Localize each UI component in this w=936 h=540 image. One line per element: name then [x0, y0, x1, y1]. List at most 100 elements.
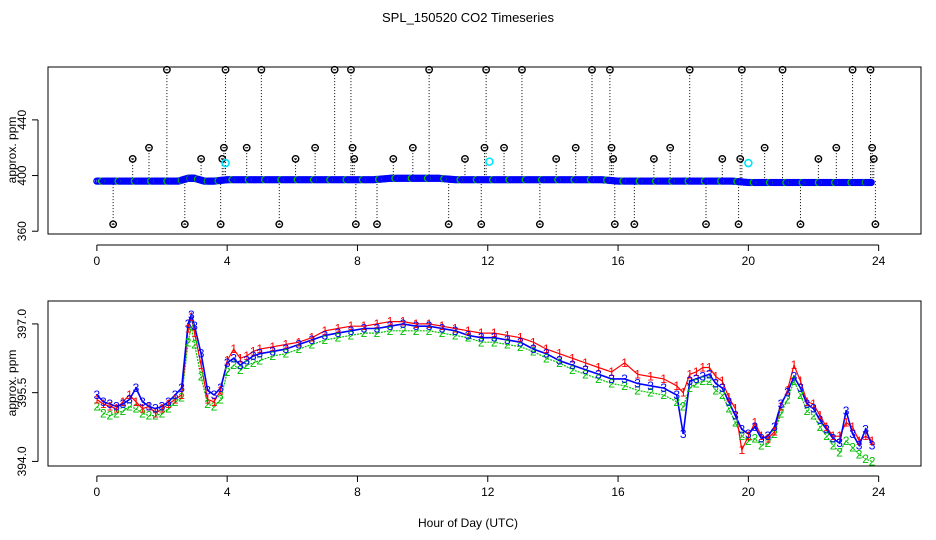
- series-point-2: 2: [295, 342, 302, 356]
- series-point-2: 2: [256, 354, 263, 368]
- co2-scatter-panel: 0 4 8 12 16 20 24 360 400 440 approx. ppm: [5, 65, 922, 268]
- series-point-3: 3: [361, 322, 368, 336]
- y-axis-label-bottom: approx. ppm: [5, 350, 19, 417]
- series-point-2: 2: [133, 402, 140, 416]
- series-point-3: 3: [752, 420, 759, 434]
- series-point-1: 1: [706, 360, 713, 374]
- series-line-3: [96, 312, 873, 448]
- series-point-3: 3: [530, 342, 537, 356]
- series-point-3: 3: [869, 438, 876, 452]
- outlier-point: [221, 65, 230, 74]
- series-point-3: 3: [387, 319, 394, 333]
- series-point-2: 2: [146, 409, 153, 423]
- series-point-1: 1: [595, 360, 602, 374]
- series-point-3: 3: [198, 347, 205, 361]
- series-point-1: 1: [843, 415, 850, 429]
- series-point-3: 3: [686, 374, 693, 388]
- series-point-3: 3: [211, 388, 218, 402]
- outlier-point: [737, 65, 746, 74]
- series-point-2: 2: [491, 335, 498, 349]
- series-point-1: 1: [126, 388, 133, 402]
- series-point-1: 1: [517, 331, 524, 345]
- series-point-3: 3: [133, 381, 140, 395]
- series-point-1: 1: [230, 342, 237, 356]
- series-point-1: 1: [185, 322, 192, 336]
- series-point-3: 3: [452, 324, 459, 338]
- series-point-1: 1: [282, 338, 289, 352]
- series-point-1: 1: [849, 420, 856, 434]
- series-point-1: 1: [491, 326, 498, 340]
- series-point-1: 1: [224, 354, 231, 368]
- series-point-2: 2: [719, 388, 726, 402]
- x-tick-label: 24: [872, 254, 886, 268]
- outlier-point: [866, 65, 875, 74]
- series-point-2: 2: [237, 363, 244, 377]
- outlier-point: [408, 143, 417, 152]
- outlier-point: [180, 220, 189, 229]
- series-point-2: 2: [335, 331, 342, 345]
- series-point-3: 3: [680, 427, 687, 441]
- series-point-3: 3: [126, 393, 133, 407]
- series-point-2: 2: [211, 399, 218, 413]
- series-point-1: 1: [608, 365, 615, 379]
- series-point-3: 3: [309, 333, 316, 347]
- outlier-point: [848, 65, 857, 74]
- series-point-2: 2: [178, 390, 185, 404]
- y-tick-label: 440: [15, 110, 29, 130]
- outlier-point: [630, 220, 639, 229]
- outlier-point: [609, 154, 618, 163]
- outlier-point: [330, 65, 339, 74]
- x-tick-label: 24: [872, 485, 886, 499]
- series-point-1: 1: [139, 402, 146, 416]
- series-point-1: 1: [439, 319, 446, 333]
- outlier-point: [760, 143, 769, 152]
- outlier-point: [477, 220, 486, 229]
- outlier-point: [373, 220, 381, 229]
- series-point-3: 3: [784, 386, 791, 400]
- series-point-2: 2: [582, 367, 589, 381]
- series-point-3: 3: [191, 319, 198, 333]
- series-point-3: 3: [322, 328, 329, 342]
- series-point-1: 1: [152, 406, 159, 420]
- series-point-3: 3: [159, 399, 166, 413]
- series-point-2: 2: [849, 441, 856, 455]
- series-point-3: 3: [217, 381, 224, 395]
- series-point-2: 2: [569, 363, 576, 377]
- y-axis-bottom: 394.0 395.5 397.0: [15, 309, 39, 476]
- series-point-3: 3: [478, 331, 485, 345]
- series-point-2: 2: [413, 324, 420, 338]
- series-point-2: 2: [712, 383, 719, 397]
- series-point-2: 2: [113, 406, 120, 420]
- series-point-2: 2: [765, 436, 772, 450]
- series-point-2: 2: [784, 393, 791, 407]
- series-point-1: 1: [673, 379, 680, 393]
- series-point-1: 1: [810, 397, 817, 411]
- series-point-2: 2: [139, 406, 146, 420]
- outlier-point: [814, 154, 823, 163]
- series-point-3: 3: [237, 358, 244, 372]
- series-point-2: 2: [817, 420, 824, 434]
- series-point-2: 2: [634, 383, 641, 397]
- series-point-2: 2: [673, 395, 680, 409]
- series-point-1: 1: [784, 383, 791, 397]
- x-tick-label: 20: [742, 254, 756, 268]
- series-point-1: 1: [530, 335, 537, 349]
- series-point-3: 3: [204, 383, 211, 397]
- series-point-3: 3: [791, 370, 798, 384]
- series-point-1: 1: [543, 342, 550, 356]
- outlier-point: [832, 143, 841, 152]
- outlier-point: [351, 220, 360, 229]
- y-axis-label-top: approx. ppm: [5, 117, 19, 184]
- series-point-2: 2: [758, 438, 765, 452]
- outlier-point: [702, 220, 710, 229]
- series-point-1: 1: [295, 335, 302, 349]
- series-point-2: 2: [120, 404, 127, 418]
- series-point-1: 1: [836, 429, 843, 443]
- series-point-2: 2: [836, 445, 843, 459]
- series-point-3: 3: [465, 328, 472, 342]
- series-point-2: 2: [797, 388, 804, 402]
- x-tick-label: 12: [481, 254, 495, 268]
- series-point-2: 2: [693, 377, 700, 391]
